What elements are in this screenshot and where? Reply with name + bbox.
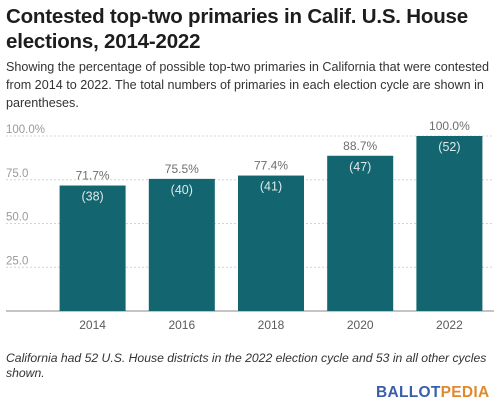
- bar-count-label: (40): [171, 183, 193, 197]
- bar: [416, 136, 483, 311]
- x-tick-label: 2020: [347, 318, 374, 332]
- bar-count-label: (41): [260, 180, 282, 194]
- chart-footnote: California had 52 U.S. House districts i…: [6, 351, 487, 380]
- bar-value-label: 88.7%: [343, 139, 377, 153]
- y-tick-label: 25.0: [6, 255, 28, 267]
- chart-title: Contested top-two primaries in Calif. U.…: [6, 5, 468, 53]
- bar: [59, 185, 126, 311]
- bar-value-label: 100.0%: [429, 119, 470, 133]
- logo-part-ballot: BALLOT: [376, 384, 441, 401]
- y-tick-label: 75.0: [6, 168, 28, 180]
- bar: [327, 155, 394, 311]
- bar: [148, 178, 215, 311]
- chart-subtitle: Showing the percentage of possible top-t…: [6, 60, 490, 110]
- x-tick-label: 2016: [168, 318, 195, 332]
- bar-value-label: 77.4%: [254, 159, 288, 173]
- x-tick-label: 2014: [79, 318, 106, 332]
- x-tick-label: 2022: [436, 318, 463, 332]
- y-tick-label: 100.0%: [6, 124, 45, 136]
- y-tick-label: 50.0: [6, 212, 28, 224]
- x-tick-label: 2018: [258, 318, 285, 332]
- ballotpedia-logo[interactable]: BALLOTPEDIA: [376, 384, 490, 402]
- bar-count-label: (47): [349, 160, 371, 174]
- bar-count-label: (38): [81, 190, 103, 204]
- bar-value-label: 71.7%: [76, 169, 110, 183]
- logo-part-pedia: PEDIA: [440, 384, 490, 401]
- bar: [237, 175, 305, 311]
- bar-count-label: (52): [438, 140, 460, 154]
- bar-value-label: 75.5%: [165, 162, 199, 176]
